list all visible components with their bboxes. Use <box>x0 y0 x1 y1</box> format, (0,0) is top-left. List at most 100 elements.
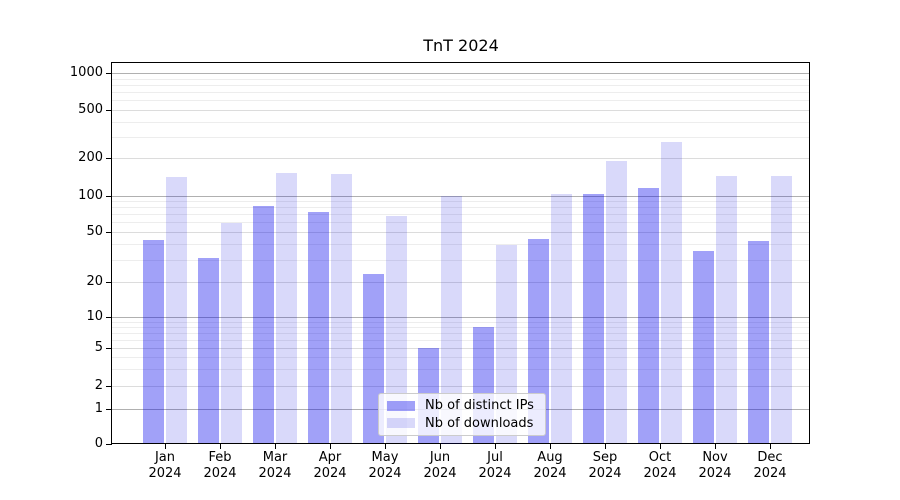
y-tick-mark-1 <box>106 409 112 410</box>
gridline-50 <box>112 232 809 233</box>
gridline-600 <box>112 100 809 102</box>
y-tick-label-20: 20 <box>86 273 103 289</box>
gridline-9 <box>112 321 809 323</box>
gridline-2 <box>112 385 809 387</box>
bar-ips-jan <box>143 240 164 444</box>
y-tick-label-10: 10 <box>86 308 103 324</box>
x-tick-mark-jul <box>495 444 496 449</box>
gridline-60 <box>112 222 809 224</box>
bar-downloads-jan <box>166 177 187 444</box>
x-tick-label-may: May 2024 <box>368 450 402 481</box>
bar-ips-sep <box>583 193 604 444</box>
y-tick-mark-10 <box>106 316 112 318</box>
x-tick-mark-aug <box>550 444 551 449</box>
x-tick-mark-may <box>385 444 386 449</box>
legend-label-downloads: Nb of downloads <box>425 415 534 431</box>
bar-downloads-sep <box>606 161 627 444</box>
y-tick-label-1: 1 <box>94 401 103 416</box>
y-tick-label-50: 50 <box>86 224 103 239</box>
gridline-200 <box>112 158 809 160</box>
y-tick-mark-50 <box>106 232 112 233</box>
bar-downloads-jun <box>441 195 462 444</box>
gridline-500 <box>112 110 809 111</box>
bar-downloads-aug <box>551 193 572 444</box>
y-tick-label-1000: 1000 <box>69 65 103 81</box>
x-tick-label-oct: Oct 2024 <box>643 450 677 481</box>
gridline-4 <box>112 357 809 359</box>
gridline-3 <box>112 369 809 371</box>
bar-downloads-feb <box>221 223 242 444</box>
gridline-800 <box>112 85 809 87</box>
bar-ips-mar <box>253 205 274 444</box>
gridline-100 <box>112 195 809 197</box>
gridline-30 <box>112 259 809 261</box>
x-tick-mark-jan <box>165 444 166 449</box>
bar-ips-feb <box>198 257 219 444</box>
gridline-80 <box>112 207 809 209</box>
chart-title: TnT 2024 <box>423 36 499 55</box>
y-tick-mark-1000 <box>106 73 112 75</box>
y-tick-mark-2 <box>106 385 112 387</box>
bar-downloads-dec <box>771 176 792 444</box>
y-tick-label-5: 5 <box>94 340 103 356</box>
gridline-6 <box>112 339 809 341</box>
y-tick-label-200: 200 <box>78 150 103 166</box>
bar-ips-apr <box>308 212 329 444</box>
y-tick-mark-100 <box>106 195 112 197</box>
x-tick-mark-apr <box>330 444 331 449</box>
gridline-70 <box>112 214 809 216</box>
x-tick-mark-feb <box>220 444 221 449</box>
gridline-5 <box>112 348 809 350</box>
x-tick-label-jul: Jul 2024 <box>478 450 512 481</box>
x-tick-label-jun: Jun 2024 <box>423 450 457 481</box>
legend-item-distinct-ips: Nb of distinct IPs <box>387 398 537 413</box>
x-tick-label-aug: Aug 2024 <box>533 450 567 481</box>
y-tick-mark-200 <box>106 158 112 160</box>
gridline-10 <box>112 316 809 318</box>
y-tick-label-500: 500 <box>78 102 103 117</box>
gridline-400 <box>112 121 809 123</box>
bar-ips-oct <box>638 187 659 444</box>
x-tick-label-jan: Jan 2024 <box>148 450 182 481</box>
bar-downloads-mar <box>276 172 297 444</box>
y-tick-label-0: 0 <box>94 435 103 451</box>
y-tick-label-100: 100 <box>78 187 103 203</box>
plot-area <box>111 62 810 444</box>
y-tick-mark-5 <box>106 348 112 350</box>
gridline-90 <box>112 201 809 203</box>
x-tick-label-sep: Sep 2024 <box>588 450 622 481</box>
bar-downloads-apr <box>331 174 352 444</box>
y-tick-mark-20 <box>106 281 112 283</box>
x-tick-label-apr: Apr 2024 <box>313 450 347 481</box>
gridline-700 <box>112 92 809 94</box>
legend-item-downloads: Nb of downloads <box>387 416 537 431</box>
legend-swatch-downloads <box>387 418 415 429</box>
y-tick-label-2: 2 <box>94 377 103 393</box>
bar-downloads-nov <box>716 175 737 444</box>
x-tick-label-dec: Dec 2024 <box>753 450 787 481</box>
gridline-7 <box>112 332 809 334</box>
y-tick-mark-0 <box>106 443 112 445</box>
x-tick-label-feb: Feb 2024 <box>203 450 237 481</box>
x-tick-mark-sep <box>605 444 606 449</box>
x-tick-mark-nov <box>715 444 716 449</box>
x-tick-mark-jun <box>440 444 441 449</box>
gridline-300 <box>112 136 809 138</box>
x-tick-mark-mar <box>275 444 276 449</box>
bar-ips-nov <box>693 251 714 444</box>
gridline-40 <box>112 244 809 246</box>
gridline-20 <box>112 281 809 283</box>
bar-downloads-oct <box>661 141 682 444</box>
y-tick-mark-500 <box>106 110 112 111</box>
gridline-1000 <box>112 73 809 75</box>
x-tick-label-nov: Nov 2024 <box>698 450 732 481</box>
x-tick-mark-dec <box>770 444 771 449</box>
bar-ips-aug <box>528 238 549 444</box>
bar-ips-dec <box>748 241 769 444</box>
x-tick-mark-oct <box>660 444 661 449</box>
gridline-8 <box>112 326 809 328</box>
bar-downloads-may <box>386 215 407 444</box>
x-tick-label-mar: Mar 2024 <box>258 450 292 481</box>
legend-swatch-distinct-ips <box>387 400 415 411</box>
legend: Nb of distinct IPs Nb of downloads <box>378 393 546 436</box>
